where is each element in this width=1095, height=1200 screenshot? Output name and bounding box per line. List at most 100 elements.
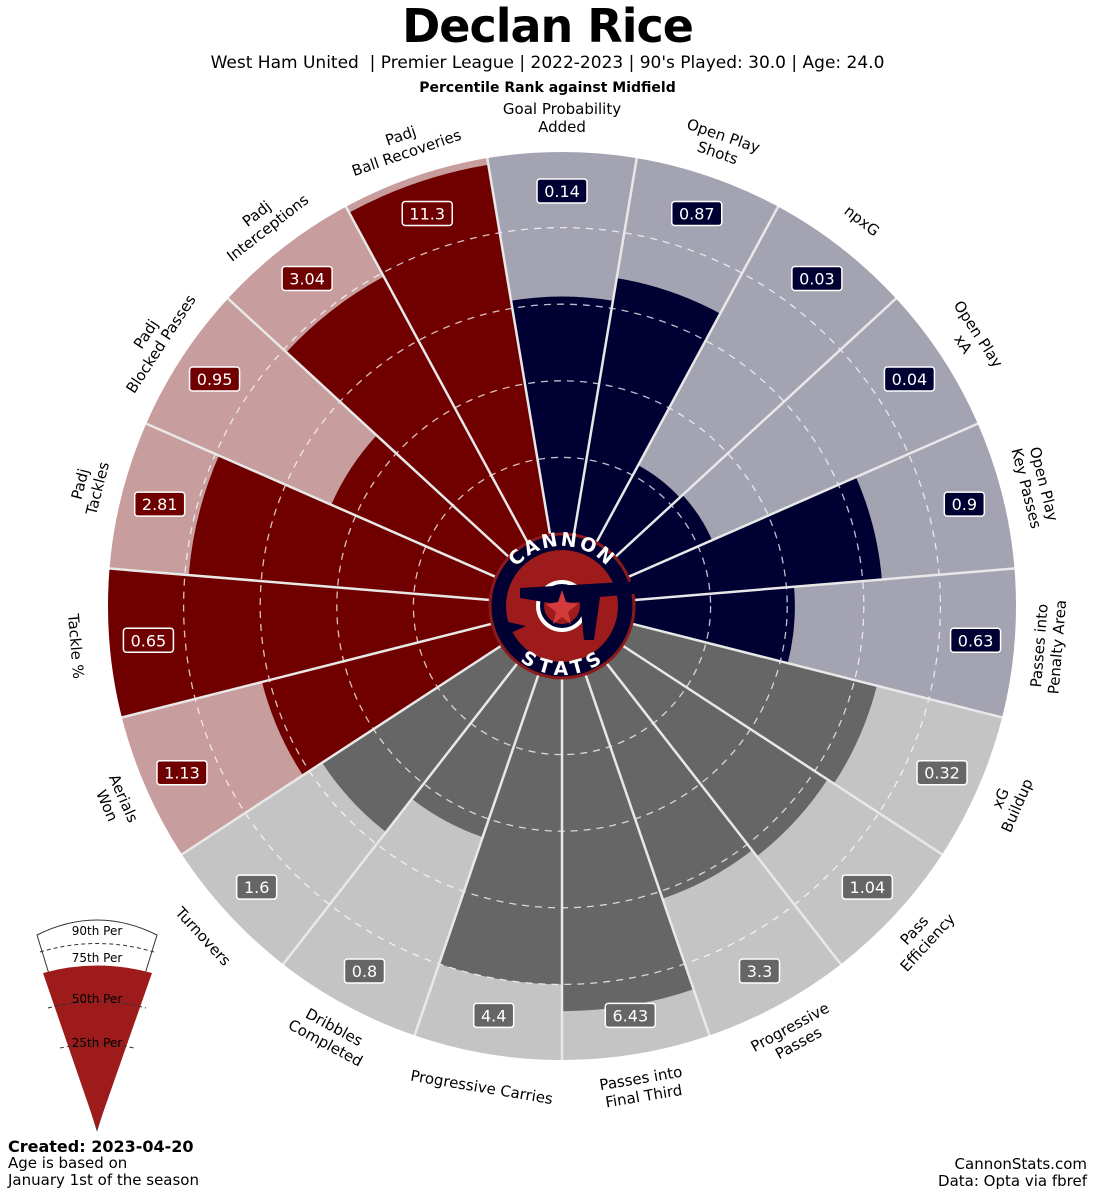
value-label: 0.65 <box>122 627 175 654</box>
value-label: 0.87 <box>671 200 723 227</box>
slice-value <box>614 494 713 578</box>
value-label: 3.04 <box>281 265 333 292</box>
value-label-text: 0.14 <box>544 182 580 201</box>
value-label: 0.95 <box>188 366 241 392</box>
value-label: 0.14 <box>536 178 588 204</box>
parameter-label: Progressive Carries <box>409 1067 554 1108</box>
value-label: 6.43 <box>604 1002 657 1029</box>
value-label: 2.81 <box>133 491 186 517</box>
parameter-label: xGBuildup <box>981 769 1037 835</box>
parameter-label: npxG <box>841 202 883 240</box>
slice-value <box>585 662 753 899</box>
parameter-label: Open PlayKey Passes <box>1008 442 1063 531</box>
slice-value <box>606 645 828 857</box>
value-label-text: 0.8 <box>352 962 377 981</box>
created-date: Created: 2023-04-20 <box>8 1137 194 1156</box>
slice-divider <box>226 296 510 559</box>
value-labels-layer: 0.14 0.87 0.03 0.04 0.9 0.63 0.32 1.04 3.3 6.43 4.… <box>122 178 1002 1029</box>
slice-divider <box>584 673 711 1037</box>
footer-right: CannonStats.com Data: Opta via fbref <box>938 1156 1087 1190</box>
parameter-label: Goal Probability Added <box>503 100 621 136</box>
parameter-label: Open PlayShots <box>679 115 763 174</box>
slice-divider <box>108 567 491 602</box>
player-info-subtitle: West Ham United | Premier League | 2022-… <box>210 53 885 73</box>
value-label-text: 0.04 <box>892 370 928 389</box>
value-label-text: 0.03 <box>799 270 835 289</box>
slice-divider <box>614 296 898 559</box>
site-credit: CannonStats.com <box>954 1155 1087 1173</box>
value-label: 0.32 <box>916 759 968 786</box>
page-title: Declan Rice <box>402 0 694 53</box>
slice-divider <box>485 156 552 536</box>
slice-value <box>573 278 721 543</box>
value-label-text: 11.3 <box>409 204 445 223</box>
legend-label-50: 50th Per <box>72 992 123 1006</box>
value-label-text: 3.04 <box>289 270 325 289</box>
outer-ring <box>106 150 1018 1062</box>
parameter-label: AerialsWon <box>88 772 141 833</box>
slice-value <box>596 465 680 558</box>
value-label: 0.03 <box>791 265 843 292</box>
legend-label-25: 25th Per <box>72 1036 123 1050</box>
slice-value <box>627 477 882 601</box>
value-label-text: 1.13 <box>164 764 200 783</box>
value-label-text: 2.81 <box>142 495 178 514</box>
slice-value <box>286 276 528 558</box>
slice-divider <box>631 622 1004 719</box>
age-note-line-1: Age is based on <box>8 1154 128 1172</box>
slice-divider <box>621 644 944 856</box>
grid-ring <box>182 226 942 986</box>
slice-value <box>511 296 613 535</box>
age-note-line-2: January 1st of the season <box>8 1171 199 1189</box>
slice-divider <box>144 422 497 579</box>
value-label-text: 0.87 <box>679 204 715 223</box>
value-label-text: 6.43 <box>612 1006 648 1025</box>
value-label: 3.3 <box>738 958 781 984</box>
value-label-text: 0.32 <box>924 764 960 783</box>
slice-value <box>322 645 518 833</box>
slice-divider <box>572 156 639 536</box>
value-label: 1.13 <box>156 759 208 786</box>
slice-background <box>596 205 897 558</box>
value-label-text: 1.04 <box>850 878 886 897</box>
parameter-label: Tackle % <box>64 612 87 679</box>
cannon-icon <box>520 581 642 640</box>
parameter-label: PadjTackles <box>65 455 113 517</box>
slice-divider <box>281 662 519 966</box>
slice-divider <box>413 673 540 1037</box>
slice-divider <box>180 644 503 856</box>
value-label-text: 3.3 <box>747 962 772 981</box>
value-label: 11.3 <box>401 200 453 227</box>
value-label-text: 1.6 <box>244 878 269 897</box>
parameter-label: Passes intoPenalty Area <box>1026 598 1070 695</box>
value-label: 0.9 <box>943 491 986 517</box>
slice-value <box>411 662 539 838</box>
data-source: Data: Opta via fbref <box>938 1172 1087 1190</box>
value-label: 0.8 <box>343 958 386 984</box>
value-label: 1.6 <box>235 874 278 900</box>
value-label: 0.63 <box>949 627 1002 654</box>
slice-value <box>107 568 493 718</box>
footer-left: Created: 2023-04-20 Age is based on Janu… <box>8 1138 199 1189</box>
slice-value <box>349 164 551 543</box>
value-label-text: 0.63 <box>958 631 994 650</box>
value-label-text: 4.4 <box>481 1006 506 1025</box>
value-label: 0.04 <box>883 366 936 392</box>
slice-value <box>631 586 795 664</box>
slice-value <box>622 623 877 784</box>
grid-ring <box>412 456 712 756</box>
slice-divider <box>344 205 529 544</box>
value-label-text: 0.65 <box>131 631 167 650</box>
slice-divider <box>627 422 980 579</box>
slice-value <box>562 674 694 1012</box>
value-label: 1.04 <box>841 874 894 900</box>
slice-divider <box>605 662 843 966</box>
dividers-layer <box>106 150 1018 1062</box>
legend-fill <box>43 965 152 1130</box>
comparison-caption: Percentile Rank against Midfield <box>419 80 676 96</box>
slice-divider <box>595 205 780 544</box>
slice-value <box>262 623 502 776</box>
value-label-text: 0.95 <box>197 370 233 389</box>
slice-divider <box>120 622 493 719</box>
